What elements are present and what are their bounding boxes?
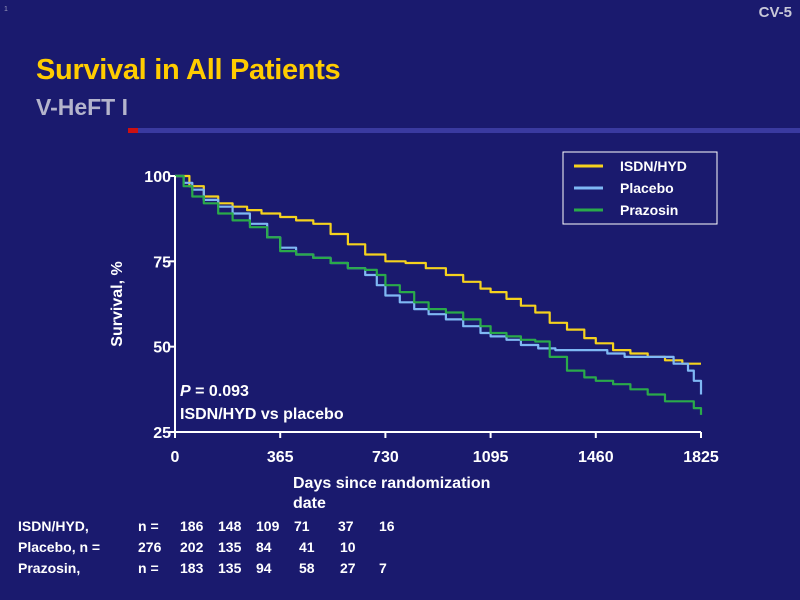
risk-count: 41 (299, 539, 315, 555)
risk-count: 84 (256, 539, 272, 555)
risk-row-n-label: n = (138, 518, 159, 534)
x-tick-label: 365 (267, 449, 294, 466)
risk-row-group: Prazosin, (18, 560, 81, 576)
risk-row-n-label: n = (138, 560, 159, 576)
risk-row-group: Placebo, n = (18, 539, 101, 555)
risk-count: 109 (256, 518, 280, 534)
p-value-annotation: P = 0.093 (180, 383, 249, 400)
series-layer (175, 174, 703, 415)
title-divider (128, 128, 800, 133)
ticks-layer: 0 365 730 1095 1460 1825 25 50 75 100 (144, 169, 719, 466)
risk-row-group: ISDN/HYD, (18, 518, 89, 534)
risk-count: 202 (180, 539, 204, 555)
risk-count: 27 (340, 560, 356, 576)
legend-label-prazosin: Prazosin (620, 202, 678, 218)
risk-count: 16 (379, 518, 395, 534)
slide-number: CV-5 (758, 4, 792, 21)
legend-label-isdn-hyd: ISDN/HYD (620, 158, 687, 174)
comparison-annotation: ISDN/HYD vs placebo (180, 406, 344, 423)
x-axis-label: Days since randomization date (293, 475, 490, 512)
risk-count: 71 (294, 518, 310, 534)
risk-count: 135 (218, 560, 242, 576)
slide-title: Survival in All Patients (36, 54, 341, 86)
risk-count: 94 (256, 560, 272, 576)
slide-subtitle: V-HeFT I (36, 94, 129, 120)
slide-corner-mark: 1 (4, 6, 8, 13)
series-line-placebo (175, 174, 703, 395)
y-tick-label: 25 (153, 425, 171, 442)
legend: ISDN/HYD Placebo Prazosin (562, 151, 718, 225)
series-line-isdn-hyd (175, 174, 701, 365)
risk-count: 37 (338, 518, 354, 534)
risk-count: 186 (180, 518, 204, 534)
risk-count: 183 (180, 560, 204, 576)
x-tick-label: 1460 (578, 449, 614, 466)
risk-count: 276 (138, 539, 162, 555)
series-line-prazosin (175, 174, 703, 415)
y-tick-label: 50 (153, 340, 171, 357)
y-axis-label: Survival, % (109, 261, 126, 346)
risk-count: 7 (379, 560, 387, 576)
x-tick-label: 730 (372, 449, 399, 466)
legend-label-placebo: Placebo (620, 180, 674, 196)
y-tick-label: 100 (144, 169, 171, 186)
risk-count: 135 (218, 539, 242, 555)
y-tick-label: 75 (153, 254, 171, 271)
x-tick-label: 0 (171, 449, 180, 466)
x-tick-label: 1095 (473, 449, 509, 466)
risk-count: 58 (299, 560, 315, 576)
risk-count: 10 (340, 539, 356, 555)
x-tick-label: 1825 (683, 449, 719, 466)
risk-count: 148 (218, 518, 242, 534)
